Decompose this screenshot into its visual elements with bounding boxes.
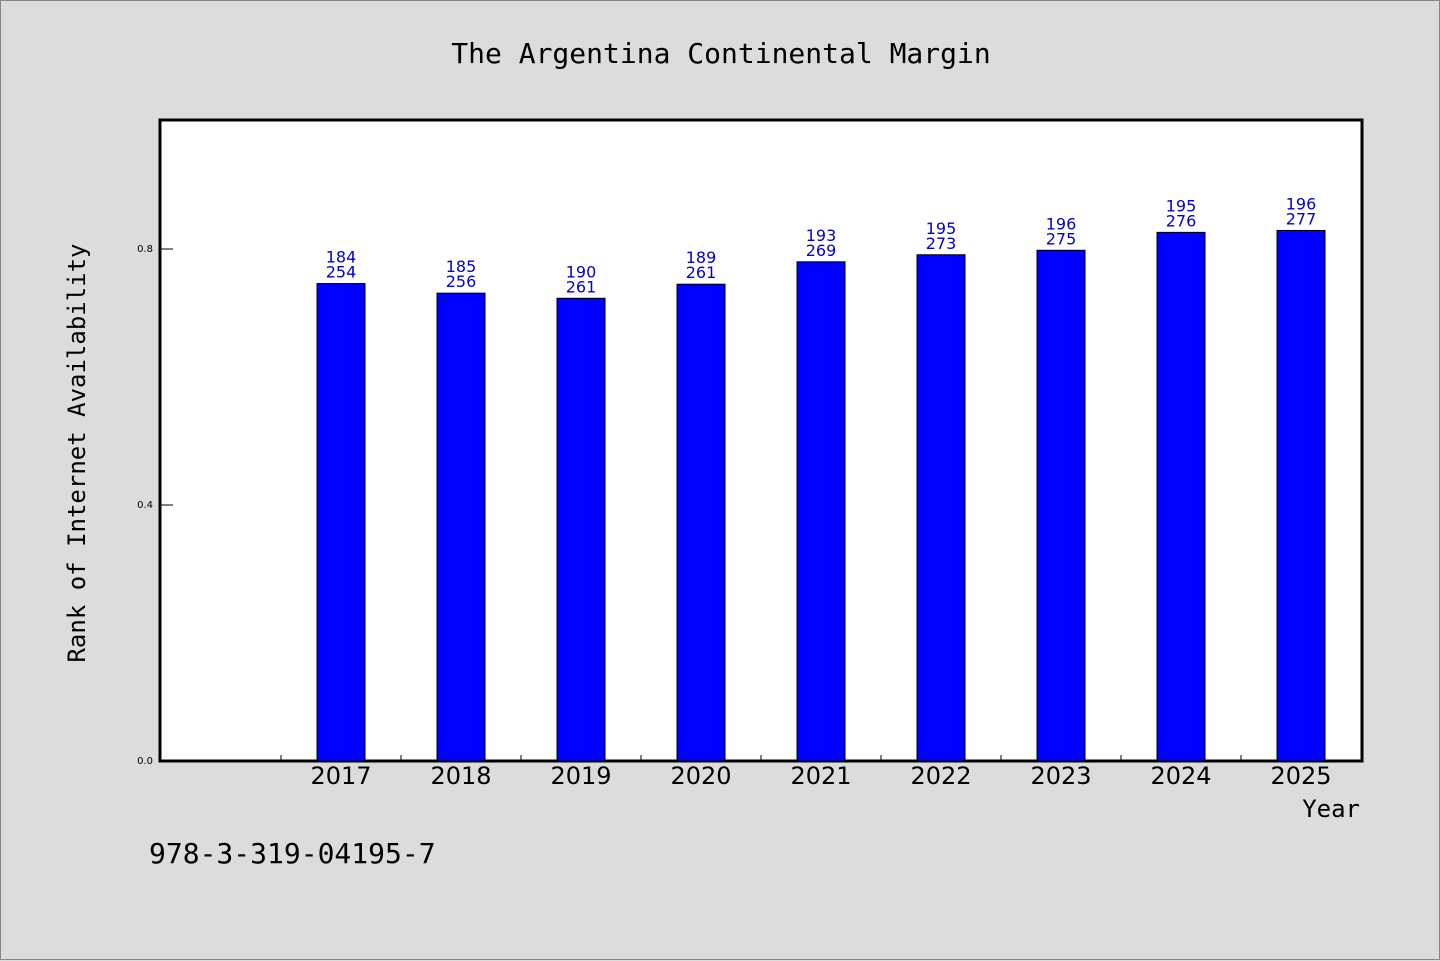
y-tick-label: 0.8	[137, 244, 153, 255]
axis-ticks: 0.0 0.4 0.8 2017 2018 2019 2020 2021 2022 2023 202…	[137, 244, 1362, 790]
data-label-bottom: 261	[566, 277, 597, 296]
bar-2022	[916, 254, 966, 762]
data-label-top: 184	[326, 248, 357, 267]
x-tick-label: 2025	[1270, 762, 1331, 790]
bar-2017	[316, 283, 366, 762]
x-tick-label: 2020	[670, 762, 731, 790]
bar-2018	[436, 292, 486, 762]
data-label-bottom: 276	[1166, 211, 1197, 230]
chart-title: The Argentina Continental Margin	[451, 37, 990, 70]
data-label-top: 189	[686, 248, 717, 267]
data-label-top: 195	[926, 219, 957, 238]
x-tick-label: 2018	[430, 762, 491, 790]
data-label-top: 193	[806, 226, 837, 245]
x-tick-label: 2022	[910, 762, 971, 790]
x-axis-label: Year	[1302, 795, 1360, 823]
bars	[316, 229, 1326, 762]
x-tick-label: 2019	[550, 762, 611, 790]
y-tick-label: 0.0	[137, 756, 153, 767]
data-label-top: 185	[446, 257, 477, 276]
bar-2024	[1156, 231, 1206, 762]
data-label-bottom: 254	[326, 263, 357, 282]
x-tick-label: 2017	[310, 762, 371, 790]
data-label-bottom: 273	[926, 234, 957, 253]
x-tick-label: 2021	[790, 762, 851, 790]
data-label-bottom: 277	[1286, 209, 1317, 228]
bar-2020	[676, 283, 726, 762]
x-tick-label: 2023	[1030, 762, 1091, 790]
y-tick-label: 0.4	[137, 500, 153, 511]
bar-2025	[1276, 229, 1326, 762]
isbn-footer: 978-3-319-04195-7	[149, 837, 436, 870]
bar-2021	[796, 261, 846, 762]
y-axis-label: Rank of Internet Availability	[63, 243, 91, 662]
data-label-bottom: 256	[446, 272, 477, 291]
x-tick-label: 2024	[1150, 762, 1211, 790]
data-label-bottom: 275	[1046, 229, 1077, 248]
data-label-top: 195	[1166, 196, 1197, 215]
data-label-top: 196	[1286, 194, 1317, 213]
data-label-bottom: 261	[686, 263, 717, 282]
data-label-top: 196	[1046, 214, 1077, 233]
data-label-top: 190	[566, 262, 597, 281]
bar-2019	[556, 297, 606, 762]
data-label-bottom: 269	[806, 241, 837, 260]
bar-2023	[1036, 249, 1086, 762]
